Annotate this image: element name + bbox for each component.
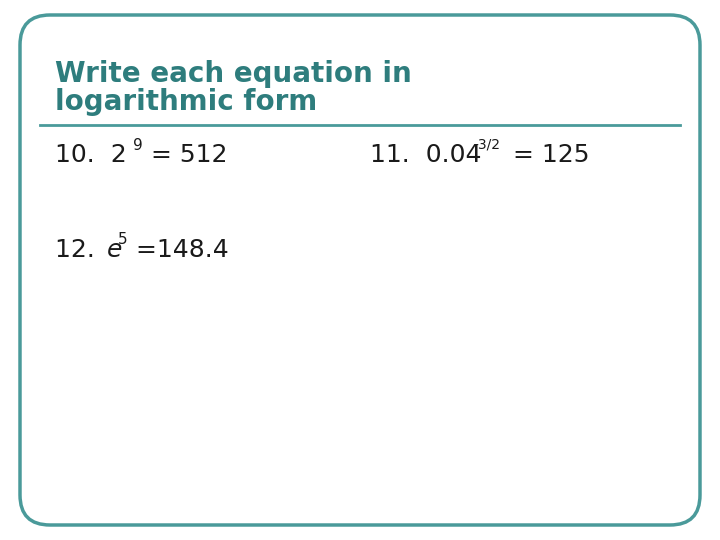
Text: 5: 5 (118, 233, 127, 247)
Text: 11.  0.04: 11. 0.04 (370, 143, 482, 167)
Text: =148.4: =148.4 (128, 238, 229, 262)
Text: = 512: = 512 (143, 143, 228, 167)
Text: e: e (107, 238, 122, 262)
Text: 9: 9 (133, 138, 143, 152)
Text: = 125: = 125 (505, 143, 590, 167)
Text: -3/2: -3/2 (473, 138, 500, 152)
Text: logarithmic form: logarithmic form (55, 88, 318, 116)
Text: 12.: 12. (55, 238, 111, 262)
FancyBboxPatch shape (20, 15, 700, 525)
Text: Write each equation in: Write each equation in (55, 60, 412, 88)
Text: 10.  2: 10. 2 (55, 143, 127, 167)
